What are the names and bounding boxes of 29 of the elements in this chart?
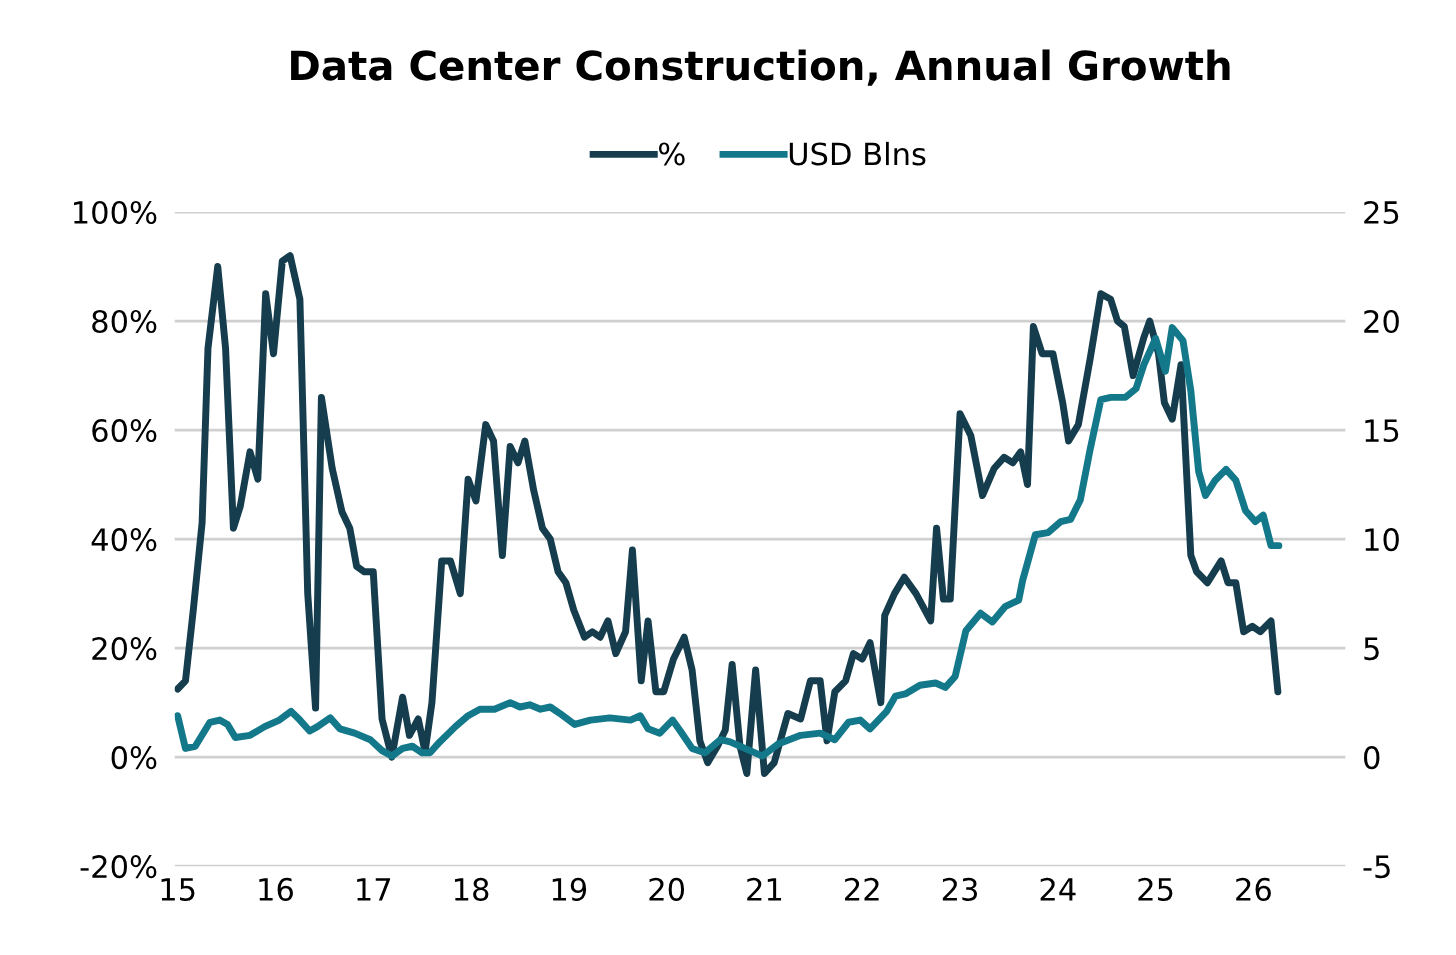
- x-tick-label: 17: [357, 878, 391, 901]
- x-tick-label: 16: [259, 877, 293, 901]
- x-tick-label: 23: [942, 877, 978, 901]
- x-tick-label: 24: [1040, 877, 1076, 901]
- y2-tick-label: 25: [1364, 200, 1399, 225]
- x-tick-label: 18: [454, 877, 489, 901]
- legend-label: %: [659, 142, 685, 166]
- y2-tick-label: 0: [1364, 746, 1380, 770]
- x-tick-label: 22: [845, 877, 879, 901]
- x-tick-label: 19: [552, 877, 587, 901]
- y-tick-label: 80%: [92, 309, 157, 334]
- x-tick-label: 21: [747, 877, 782, 901]
- y-tick-label: 100%: [74, 200, 157, 225]
- y2-tick-label: 5: [1364, 637, 1379, 661]
- x-tick-label: 26: [1236, 877, 1271, 901]
- x-tick-label: 15: [161, 878, 195, 901]
- y2-tick-label: 15: [1365, 419, 1399, 443]
- y2-tick-label: -5: [1363, 855, 1390, 879]
- y-tick-label: 0%: [111, 746, 157, 770]
- x-tick-label: 25: [1138, 877, 1173, 901]
- legend-label: USD Blns: [789, 141, 926, 166]
- y-tick-label: -20%: [80, 855, 157, 879]
- y2-tick-label: 10: [1365, 528, 1399, 552]
- x-tick-label: 20: [649, 877, 685, 901]
- y-tick-label: 40%: [91, 528, 157, 552]
- y-tick-label: 60%: [92, 419, 157, 443]
- y-tick-label: 20%: [92, 637, 157, 661]
- chart-title: Data Center Construction, Annual Growth: [291, 49, 1230, 86]
- y2-tick-label: 20: [1364, 309, 1399, 334]
